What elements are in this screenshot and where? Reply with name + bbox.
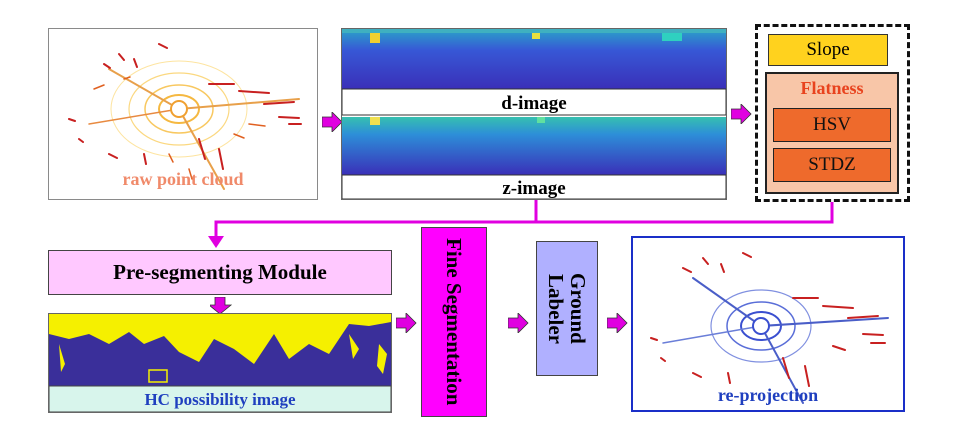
re-projection-label: re-projection — [718, 385, 818, 405]
fine-segmentation-label: Fine Segmentation — [442, 238, 466, 406]
magenta-right-arrow-icon — [508, 313, 529, 333]
hc-possibility-image: HC possibility image — [49, 314, 391, 412]
stdz-box: STDZ — [773, 148, 891, 182]
raw-point-cloud-panel: raw point cloud — [48, 28, 318, 200]
d-image-label: d-image — [501, 93, 566, 114]
magenta-right-arrow-icon — [607, 313, 628, 333]
raw-point-cloud-label: raw point cloud — [122, 169, 243, 189]
magenta-down-arrow-icon — [208, 236, 224, 248]
connector-lines — [208, 200, 834, 248]
z-image-label: z-image — [502, 178, 565, 199]
magenta-right-arrow-icon — [322, 112, 343, 132]
stdz-label: STDZ — [808, 154, 856, 175]
raw-point-cloud-image: raw point cloud — [68, 43, 302, 190]
ground-labeler-label: Ground Labeler — [544, 273, 590, 344]
magenta-right-arrow-icon — [731, 104, 752, 124]
z-image-raster — [342, 117, 726, 175]
depth-image-panel: d-image z-image — [341, 28, 727, 200]
hsv-box: HSV — [773, 108, 891, 142]
re-projection-panel: re-projection — [631, 236, 905, 412]
re-projection-image: re-projection — [650, 252, 889, 405]
magenta-down-arrow-icon — [210, 297, 232, 315]
hc-possibility-panel: HC possibility image — [48, 313, 392, 413]
pre-segmenting-module-box: Pre-segmenting Module — [48, 250, 392, 295]
hc-possibility-label: HC possibility image — [144, 390, 296, 409]
hsv-label: HSV — [812, 114, 851, 135]
feature-group — [755, 24, 910, 202]
ground-labeler-box: Ground Labeler — [536, 241, 598, 376]
magenta-right-arrow-icon — [396, 313, 417, 333]
slope-label: Slope — [806, 39, 850, 60]
fine-segmentation-box: Fine Segmentation — [421, 227, 487, 417]
flatness-label: Flatness — [800, 78, 864, 98]
slope-box: Slope — [768, 34, 888, 66]
pre-segmenting-module-label: Pre-segmenting Module — [113, 260, 327, 284]
